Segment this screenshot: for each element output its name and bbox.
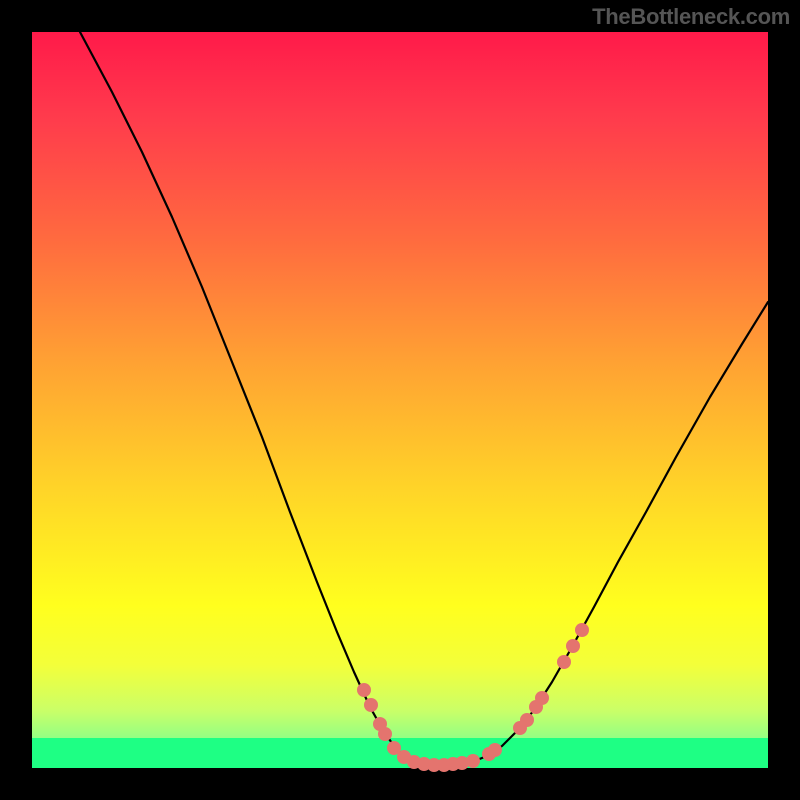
curve-marker [520,713,534,727]
curve-marker [378,727,392,741]
curve-marker [535,691,549,705]
curve-marker [557,655,571,669]
curve-marker [466,754,480,768]
chart-svg [32,32,768,768]
marker-group [357,623,589,772]
curve-marker [364,698,378,712]
curve-marker [566,639,580,653]
outer-container: TheBottleneck.com [0,0,800,800]
chart-area [32,32,768,768]
attribution-text: TheBottleneck.com [0,0,800,34]
curve-marker [488,743,502,757]
bottleneck-curve [80,32,768,765]
curve-marker [575,623,589,637]
curve-marker [357,683,371,697]
